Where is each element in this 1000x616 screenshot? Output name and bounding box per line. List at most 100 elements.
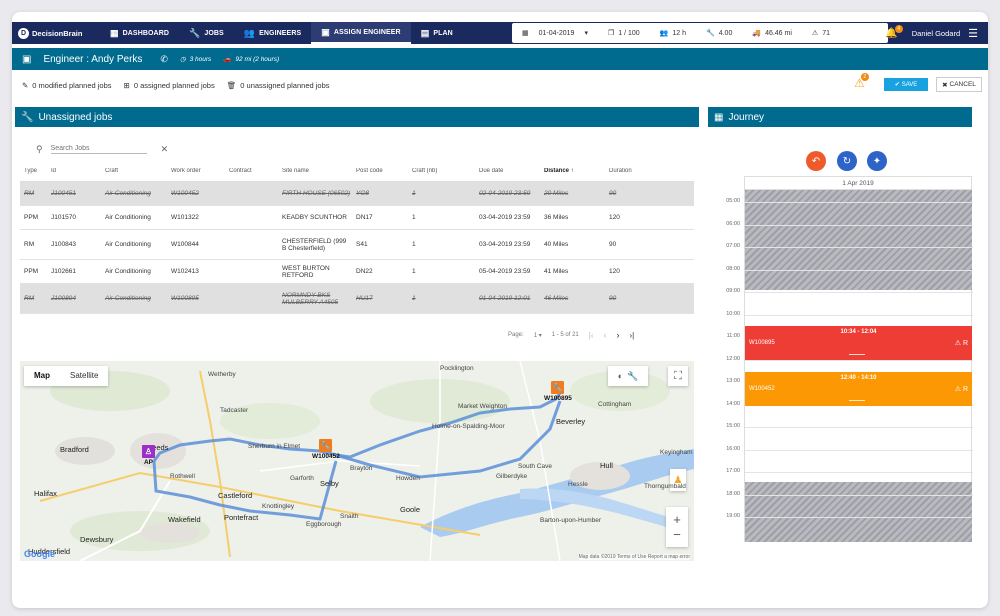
- phone-icon[interactable]: ✆: [160, 53, 168, 64]
- brand[interactable]: D DecisionBrain: [12, 27, 100, 39]
- bell-icon[interactable]: 🔔 4: [885, 24, 903, 39]
- nav-dashboard[interactable]: ▦ DASHBOARD: [100, 22, 179, 44]
- nav-engineers[interactable]: 👥 ENGINEERS: [234, 22, 311, 44]
- hour-label: 09:00: [726, 288, 740, 294]
- unassigned-panel-header: 🔧 Unassigned jobs: [15, 107, 699, 127]
- event-resize-handle[interactable]: [849, 354, 865, 355]
- nav-dashboard-label: DASHBOARD: [122, 29, 170, 37]
- col-type[interactable]: Type: [24, 167, 38, 174]
- hamburger-menu-icon[interactable]: ☰: [968, 27, 978, 40]
- col-craft[interactable]: Craft: [105, 167, 119, 174]
- prev-page-icon[interactable]: ‹: [603, 330, 607, 340]
- zoom-in-icon[interactable]: +: [673, 512, 681, 527]
- job-pin-w100452[interactable]: 🔧 W100452: [312, 439, 340, 460]
- cell-distance: 40 Miles: [544, 241, 569, 248]
- hour-label: 16:00: [726, 445, 740, 452]
- table-row[interactable]: PPM J101570 Air Conditioning W101322 KEADBY …: [20, 206, 694, 230]
- nav-plan[interactable]: ▤ PLAN: [411, 22, 463, 44]
- col-site-name[interactable]: Site name: [282, 167, 310, 174]
- route-map[interactable]: Map Satellite ◐ 🔧 ⛶ ♟ + − Pocklington Mar…: [20, 361, 694, 561]
- map-place-label: Wetherby: [208, 371, 236, 378]
- hours-kpi: 👥 12 h: [650, 29, 696, 38]
- col-work-order[interactable]: Work order: [171, 167, 201, 174]
- next-page-icon[interactable]: ›: [616, 330, 620, 340]
- job-pin-w100895-label: W100895: [544, 395, 572, 402]
- tab-satellite[interactable]: Satellite: [70, 371, 99, 380]
- job-pin-w100895[interactable]: 🔧 W100895: [544, 381, 572, 402]
- cell-site-name: WEST BURTON RETFORD: [282, 264, 330, 279]
- col-due-date[interactable]: Due date: [479, 167, 504, 174]
- journey-event[interactable]: 10:34 - 12:04 W100895 ⚠ R: [745, 326, 972, 360]
- pager-range: 1 - 5 of 21: [551, 332, 579, 338]
- map-place-label: Gilberdyke: [496, 473, 528, 480]
- cell-id: J100894: [51, 295, 76, 302]
- first-page-icon[interactable]: |‹: [588, 330, 594, 340]
- kpi-toolbar: ▦ 01-04-2019 ▾ ❐ 1 / 100 👥 12 h 🔧 4.00 🚚 46.…: [512, 23, 888, 43]
- map-place-label: Wakefield: [168, 515, 201, 524]
- actions-bar: ✎ 0 modified planned jobs ⊞ 0 assigned pla…: [12, 72, 988, 98]
- search-input[interactable]: [50, 144, 147, 154]
- pegman-icon[interactable]: ♟: [670, 469, 686, 491]
- map-place-label: Selby: [320, 479, 339, 488]
- table-row[interactable]: RM J100894 Air Conditioning W100895 NORMNDY …: [20, 284, 694, 314]
- warning-icon[interactable]: ⚠ 2: [854, 73, 869, 90]
- layer-toggle[interactable]: ◐ 🔧: [608, 366, 648, 386]
- wrench-icon: 🔧: [189, 27, 201, 38]
- calendar-icon: ▦: [714, 111, 724, 123]
- page-select[interactable]: 1 ▾: [534, 332, 542, 339]
- event-time: 10:34 - 12:04: [840, 329, 877, 335]
- cell-craft-nb: 1: [412, 268, 416, 275]
- save-button[interactable]: ✔ SAVE: [884, 78, 928, 91]
- col-distance[interactable]: Distance ↑: [540, 168, 605, 174]
- last-page-icon[interactable]: ›|: [629, 330, 635, 340]
- modified-jobs-label: 0 modified planned jobs: [32, 80, 112, 90]
- date-selector[interactable]: ▦ 01-04-2019 ▾: [512, 29, 598, 38]
- clipboard-icon: ▤: [420, 27, 430, 38]
- cell-work-order: W100895: [171, 295, 199, 302]
- nav-jobs[interactable]: 🔧 JOBS: [179, 22, 234, 44]
- cell-site-name: CHESTERFIELD (999 B Chesterfield): [282, 237, 347, 252]
- col-contract[interactable]: Contract: [229, 167, 252, 174]
- origin-pin[interactable]: ♙ AP: [142, 445, 155, 466]
- fullscreen-icon[interactable]: ⛶: [668, 366, 688, 386]
- map-attribution[interactable]: Map data ©2019 Terms of Use Report a map…: [578, 554, 690, 560]
- col-duration[interactable]: Duration: [609, 167, 632, 174]
- id-badge-icon: ▣: [22, 53, 32, 65]
- unavailable-block: [745, 190, 972, 290]
- refresh-button[interactable]: ↻: [837, 151, 857, 171]
- clear-search-icon[interactable]: ✕: [160, 143, 169, 154]
- cancel-button[interactable]: ✖ CANCEL: [936, 77, 982, 92]
- event-resize-handle[interactable]: [849, 400, 865, 401]
- hour-line: [745, 292, 973, 293]
- event-flag-label: R: [962, 340, 968, 347]
- cell-site-name: KEADBY SCUNTHOR: [282, 214, 347, 221]
- nav-assign-engineer[interactable]: ▣ ASSIGN ENGINEER: [311, 22, 411, 44]
- journey-event[interactable]: 12:40 - 14:10 W100452 ⚠ R: [745, 372, 972, 406]
- cell-craft-nb: 1: [412, 214, 416, 221]
- warning-icon: ⚠: [954, 386, 961, 393]
- hour-line: [745, 494, 973, 496]
- page-value: 1: [533, 332, 538, 339]
- cell-duration: 120: [609, 268, 620, 275]
- table-row[interactable]: RM J100843 Air Conditioning W100844 CHESTERF…: [20, 230, 694, 260]
- map-place-label: Howden: [396, 475, 420, 482]
- col-craft-nb[interactable]: Craft (nb): [412, 167, 438, 174]
- hour-label: 11:00: [726, 333, 740, 339]
- cell-distance: 36 Miles: [544, 214, 569, 221]
- warning-badge: 2: [860, 73, 869, 81]
- table-row[interactable]: PPM J102661 Air Conditioning W102413 WEST BU…: [20, 260, 694, 284]
- col-post-code[interactable]: Post code: [356, 167, 383, 174]
- duration-value: 3 hours: [189, 55, 212, 63]
- event-flag: ⚠ R: [955, 385, 968, 393]
- refresh-icon: ↻: [842, 155, 852, 167]
- magic-wand-button[interactable]: ✦: [867, 151, 887, 171]
- tab-map[interactable]: Map: [34, 371, 50, 380]
- unassigned-jobs-label: 0 unassigned planned jobs: [240, 80, 330, 90]
- top-navbar: D DecisionBrain ▦ DASHBOARD 🔧 JOBS 👥 ENGINE…: [12, 22, 988, 44]
- hour-line: [745, 517, 973, 518]
- undo-button[interactable]: ↶: [806, 151, 826, 171]
- col-id[interactable]: Id: [51, 167, 57, 174]
- table-row[interactable]: RM J100451 Air Conditioning W100452 FIRTH HO…: [20, 182, 694, 206]
- zoom-out-icon[interactable]: −: [673, 527, 681, 542]
- user-name[interactable]: Daniel Godard: [911, 28, 961, 38]
